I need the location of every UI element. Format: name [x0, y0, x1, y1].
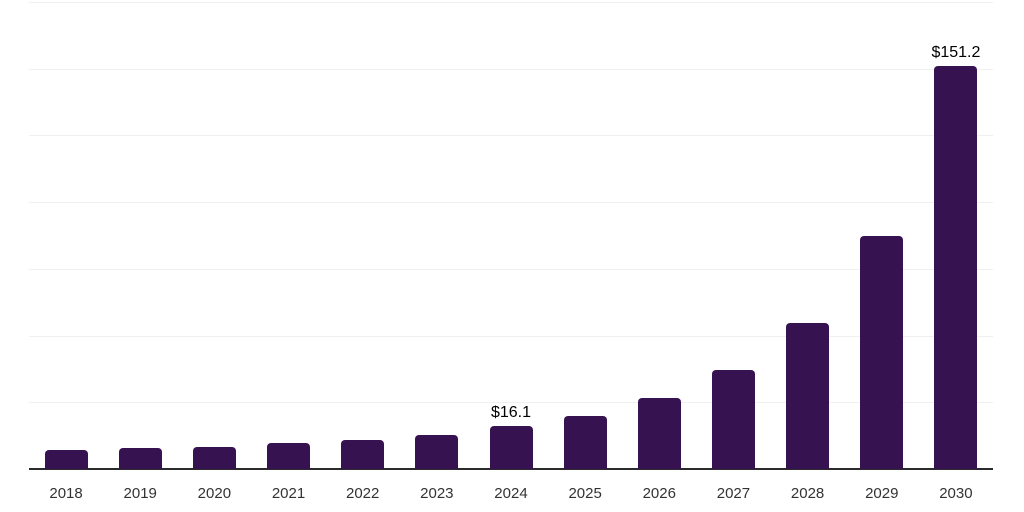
x-axis-line [29, 468, 993, 470]
bar-2021 [267, 443, 311, 469]
bar-2030 [934, 66, 978, 469]
bar-2029 [860, 236, 904, 469]
bar-2020 [192, 447, 236, 469]
gridline [29, 335, 993, 337]
value-label-2030: $151.2 [931, 44, 981, 61]
x-tick-label-2024: 2024 [494, 485, 528, 502]
bar-2018 [44, 450, 88, 469]
x-tick-label-2018: 2018 [49, 485, 83, 502]
bar-2025 [563, 416, 607, 469]
gridline [29, 202, 993, 204]
gridline [29, 135, 993, 137]
x-tick-label-2030: 2030 [939, 485, 973, 502]
bar-2027 [711, 370, 755, 469]
x-tick-label-2023: 2023 [420, 485, 454, 502]
x-tick-label-2027: 2027 [716, 485, 751, 502]
bar-2022 [341, 440, 385, 469]
gridline [29, 68, 993, 70]
x-tick-label-2022: 2022 [345, 485, 380, 502]
bar-2026 [637, 398, 681, 469]
gridline [29, 2, 993, 3]
x-tick-label-2026: 2026 [642, 485, 676, 502]
x-tick-label-2020: 2020 [197, 485, 232, 502]
x-tick-label-2029: 2029 [865, 485, 899, 502]
bar-2019 [118, 448, 162, 469]
bar-2024 [489, 426, 533, 469]
x-tick-label-2019: 2019 [123, 485, 157, 502]
x-tick-label-2021: 2021 [271, 485, 306, 502]
bar-2028 [786, 323, 830, 469]
value-label-2024: $16.1 [490, 404, 532, 421]
x-tick-label-2025: 2025 [568, 485, 602, 502]
gridline [29, 268, 993, 270]
gridline [29, 402, 993, 404]
bar-2023 [415, 435, 459, 469]
x-tick-label-2028: 2028 [790, 485, 825, 502]
